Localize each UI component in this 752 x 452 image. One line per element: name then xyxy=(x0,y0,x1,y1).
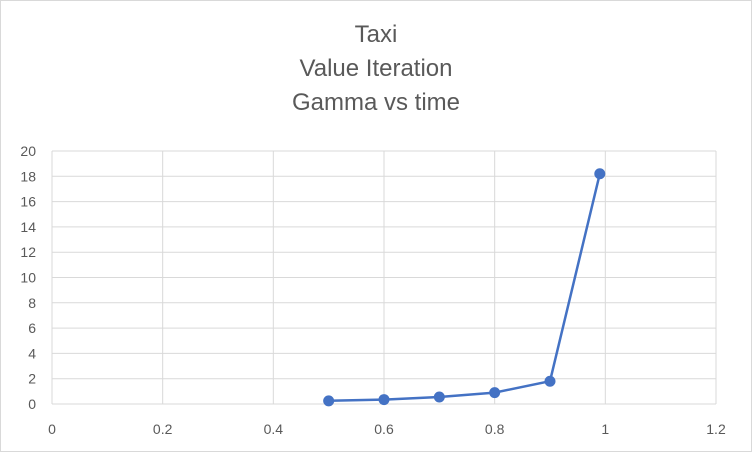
y-tick-label: 4 xyxy=(28,345,36,361)
data-point xyxy=(544,375,556,387)
x-tick-label: 0 xyxy=(48,421,56,437)
x-tick-label: 0.6 xyxy=(374,421,394,437)
data-point xyxy=(489,387,501,399)
y-tick-label: 10 xyxy=(20,270,36,286)
x-tick-label: 0.2 xyxy=(153,421,173,437)
data-point xyxy=(378,394,390,406)
data-point xyxy=(594,168,606,180)
series-line xyxy=(328,173,602,403)
data-point xyxy=(323,395,335,407)
y-tick-label: 20 xyxy=(20,143,36,159)
y-tick-label: 12 xyxy=(20,244,36,260)
x-tick-label: 1.2 xyxy=(706,421,726,437)
chart-title-line-1: Taxi xyxy=(354,21,398,48)
data-point xyxy=(433,391,445,403)
y-tick-label: 2 xyxy=(28,371,36,387)
x-tick-label: 1 xyxy=(601,421,609,437)
x-tick-label: 0.4 xyxy=(264,421,284,437)
chart-title-line-3: Gamma vs time xyxy=(291,89,461,116)
chart-title: Taxi Value Iteration Gamma vs time xyxy=(0,18,752,120)
y-tick-label: 6 xyxy=(28,320,36,336)
y-tick-label: 16 xyxy=(20,194,36,210)
y-tick-label: 14 xyxy=(20,219,36,235)
y-tick-label: 8 xyxy=(28,295,36,311)
x-tick-label: 0.8 xyxy=(485,421,505,437)
chart-title-line-2: Value Iteration xyxy=(299,55,453,82)
y-tick-label: 0 xyxy=(28,396,36,412)
y-tick-label: 18 xyxy=(20,168,36,184)
